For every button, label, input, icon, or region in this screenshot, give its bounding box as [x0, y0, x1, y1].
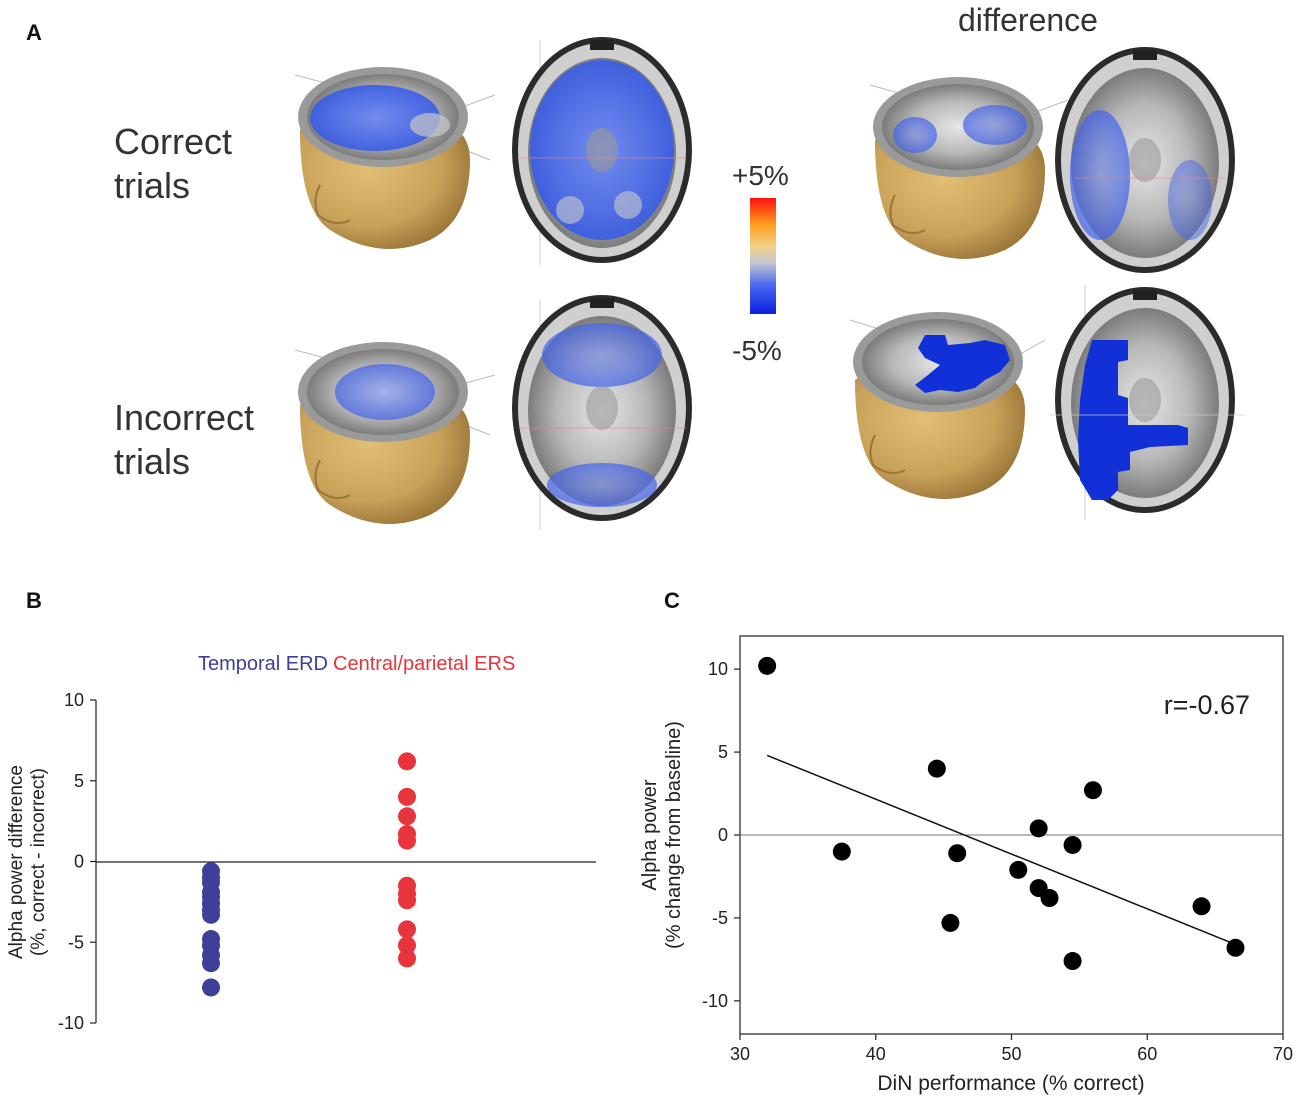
scatter-point	[832, 842, 851, 861]
face-contour	[314, 184, 351, 225]
x-axis-label: DiN performance (% correct)	[877, 1072, 1144, 1095]
y-tick-label: 5	[74, 771, 84, 791]
scatter-point	[927, 759, 946, 778]
point-central-parietal-ers	[398, 949, 416, 968]
x-tick-label: 70	[1273, 1044, 1293, 1064]
midbrain	[1129, 378, 1161, 422]
y-tick-label: 10	[64, 690, 84, 710]
row-label-incorrect-line1: Incorrect	[114, 397, 255, 438]
activation-posterior	[547, 463, 657, 507]
midbrain	[586, 128, 618, 172]
brain-figure	[294, 37, 1245, 530]
point-central-parietal-ers	[398, 752, 416, 771]
scatter-point	[758, 656, 777, 675]
y-tick-label: 10	[708, 659, 728, 679]
axial-slice-significant	[1050, 285, 1245, 520]
axial-slice-incorrect	[512, 295, 692, 530]
activation-right	[1168, 160, 1212, 240]
x-tick-label: 30	[730, 1044, 750, 1064]
head-3d-significant	[849, 312, 1046, 499]
axial-slice-difference	[1055, 47, 1235, 273]
y-tick-label: 0	[718, 825, 728, 845]
y-tick-label: -5	[68, 932, 84, 952]
activation-blob	[963, 105, 1027, 145]
legend-central-parietal-ers: Central/parietal ERS	[333, 653, 515, 675]
activation-blob	[335, 364, 435, 420]
midbrain	[1129, 138, 1161, 182]
panel-label-b: B	[26, 588, 42, 613]
scatter-point	[941, 913, 960, 932]
scatter-point	[1192, 897, 1211, 916]
point-central-parietal-ers	[398, 891, 416, 910]
scatter-point	[1083, 781, 1102, 800]
activation-frontal	[542, 323, 662, 387]
skull-top-shadow	[1133, 290, 1157, 300]
midbrain	[586, 386, 618, 430]
point-central-parietal-ers	[398, 936, 416, 955]
point-central-parietal-ers	[398, 920, 416, 939]
row-label-correct-line1: Correct	[114, 121, 233, 162]
skull-top-shadow	[1133, 50, 1157, 60]
panel-label-a: A	[26, 20, 42, 45]
face-contour	[869, 434, 906, 475]
activation-left	[1070, 110, 1130, 240]
point-temporal-erd	[202, 954, 220, 973]
activation-blob	[893, 117, 937, 153]
point-central-parietal-ers	[398, 807, 416, 826]
point-central-parietal-ers	[398, 831, 416, 850]
activation-gap	[614, 191, 642, 219]
point-central-parietal-ers	[398, 787, 416, 806]
point-temporal-erd	[202, 978, 220, 997]
activation-gap	[410, 113, 450, 137]
axial-slice-correct	[512, 37, 692, 265]
y-tick-label: -5	[712, 908, 728, 928]
y-axis-label-line1: Alpha power	[639, 779, 661, 891]
chart-b-alpha-difference: Temporal ERD Central/parietal ERS 10 5 0 -5…	[6, 653, 596, 1033]
x-tick-label: 50	[1001, 1044, 1021, 1064]
y-axis-label-line1: Alpha power difference	[6, 765, 27, 959]
scatter-point	[948, 844, 967, 863]
scatter-point	[1226, 938, 1245, 957]
significant-cluster	[1078, 340, 1188, 500]
row-label-incorrect: Incorrect trials	[114, 396, 254, 484]
scatter-point	[1040, 889, 1059, 908]
row-label-incorrect-line2: trials	[114, 441, 191, 482]
row-label-correct-line2: trials	[114, 165, 191, 206]
head-3d-incorrect	[294, 342, 496, 524]
scatter-point	[1063, 835, 1082, 854]
y-tick-label: -10	[58, 1013, 84, 1033]
y-tick-label: -10	[702, 991, 728, 1011]
x-tick-label: 60	[1137, 1044, 1157, 1064]
head-3d-correct	[294, 67, 496, 249]
y-axis-label-line2: (% change from baseline)	[663, 721, 685, 949]
scatter-point	[1063, 952, 1082, 971]
face-contour	[889, 194, 926, 235]
panel-label-c: C	[664, 588, 680, 613]
significant-cluster	[915, 335, 1010, 393]
head-3d-difference	[869, 77, 1069, 259]
face-contour	[314, 459, 351, 500]
activation-gap	[556, 196, 584, 224]
correlation-annotation: r=-0.67	[1164, 690, 1250, 720]
y-tick-label: 0	[74, 852, 84, 872]
y-tick-label: 5	[718, 742, 728, 762]
point-temporal-erd	[202, 905, 220, 924]
colorbar	[750, 198, 776, 314]
regression-line	[766, 754, 1236, 946]
legend-temporal-erd: Temporal ERD	[198, 653, 328, 675]
scatter-point	[1029, 819, 1048, 838]
activation-blob	[310, 85, 440, 151]
scatter-point	[1009, 860, 1028, 879]
colorbar-min-label: -5%	[732, 335, 782, 366]
x-tick-label: 40	[866, 1044, 886, 1064]
skull-top-shadow	[590, 40, 614, 50]
y-axis-label-line2: (%, correct - incorrect)	[28, 768, 49, 956]
colorbar-max-label: +5%	[732, 160, 789, 191]
difference-title: difference	[958, 2, 1098, 38]
skull-top-shadow	[590, 298, 614, 308]
row-label-correct: Correct trials	[114, 120, 232, 208]
